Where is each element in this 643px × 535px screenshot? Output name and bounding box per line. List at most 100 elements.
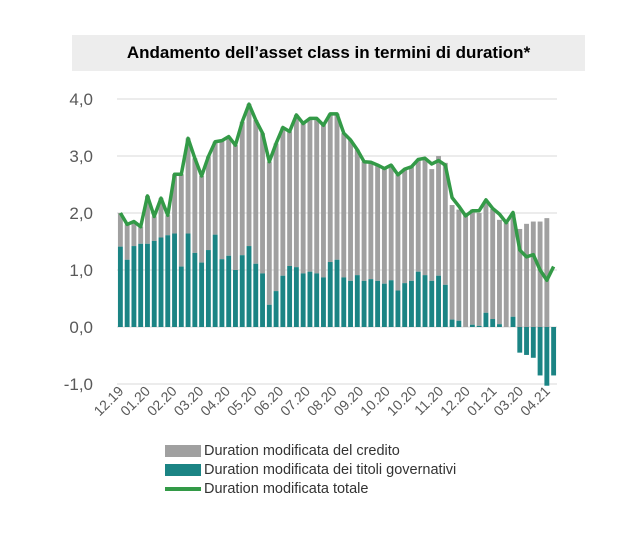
y-tick-label: 2,0 [69, 204, 93, 223]
bar-gov [436, 275, 441, 327]
bar-gov [469, 324, 475, 327]
bar-gov [219, 259, 225, 327]
bar-gov [497, 324, 502, 327]
x-tick-label: 02.20 [144, 383, 180, 419]
bar-gov [239, 255, 245, 327]
bar-gov [178, 266, 184, 327]
bar-credit [266, 161, 272, 305]
legend-swatch-gov [165, 463, 201, 476]
x-tick-label: 07.20 [277, 383, 313, 419]
bar-credit [334, 113, 340, 260]
bar-credit [442, 162, 448, 285]
y-tick-label: 0,0 [69, 318, 93, 337]
bar-gov [172, 233, 177, 327]
bar-gov [138, 243, 144, 327]
bar-credit [469, 209, 475, 325]
bar-credit [409, 166, 414, 281]
bar-credit [476, 213, 482, 326]
x-tick-label: 03.20 [170, 383, 206, 419]
bar-gov [300, 273, 306, 327]
bar-gov [348, 280, 353, 327]
bar-gov [260, 273, 265, 327]
bar-credit [361, 161, 367, 281]
x-tick-label: 04.20 [197, 383, 233, 419]
bar-credit [117, 213, 123, 247]
y-tick-label: 1,0 [69, 261, 93, 280]
bar-gov [429, 280, 435, 327]
bar-gov [327, 262, 333, 327]
bar-credit [415, 159, 421, 272]
bar-gov [117, 246, 123, 327]
bar-gov [280, 275, 286, 327]
bar-gov [233, 270, 238, 327]
bar-credit [381, 168, 387, 284]
bar-gov [409, 280, 414, 327]
x-tick-label: 03.20 [490, 383, 526, 419]
bar-credit [463, 213, 469, 327]
bar-gov [185, 233, 191, 327]
bar-credit [131, 221, 137, 247]
bar-gov [510, 316, 516, 327]
bar-credit [490, 209, 496, 320]
bar-gov [307, 271, 313, 327]
bar-credit [260, 133, 265, 274]
bar-credit [172, 174, 177, 234]
bar-credit [497, 219, 502, 325]
bar-credit [300, 123, 306, 274]
chart-title-box: Andamento dell’asset class in termini di… [72, 35, 585, 71]
bar-gov [145, 243, 150, 327]
bar-credit [165, 215, 171, 236]
bar-gov [490, 319, 496, 327]
bar-credit [273, 143, 279, 292]
bar-credit [307, 118, 313, 272]
bar-gov [293, 267, 299, 327]
bar-credit [449, 205, 455, 320]
bar-credit [503, 222, 509, 327]
bar-credit [199, 175, 205, 263]
bar-gov [476, 325, 482, 327]
bar-gov [422, 275, 428, 327]
bar-credit [239, 121, 245, 256]
bar-credit [456, 209, 462, 321]
bar-gov [321, 277, 326, 327]
x-tick-label: 04.21 [517, 383, 553, 419]
x-tick-label: 10.20 [384, 383, 420, 419]
bar-credit [158, 198, 164, 238]
bar-credit [233, 145, 238, 270]
bar-gov [415, 271, 421, 327]
legend-label-total: Duration modificata totale [204, 480, 369, 497]
bar-gov [537, 327, 543, 376]
legend: Duration modificata del credito Duration… [165, 441, 456, 498]
bar-gov [442, 284, 448, 327]
bar-credit [124, 224, 130, 260]
bar-gov [544, 327, 550, 386]
bar-gov [192, 252, 198, 327]
bar-gov [530, 327, 536, 358]
y-tick-label: 4,0 [69, 90, 93, 109]
legend-label-credit: Duration modificata del credito [204, 442, 400, 459]
line-total [118, 102, 556, 283]
bar-gov [314, 273, 320, 327]
bar-gov [212, 234, 218, 327]
bar-gov [226, 255, 232, 327]
x-tick-label: 06.20 [250, 383, 286, 419]
bar-gov [199, 262, 205, 327]
bar-gov [368, 279, 374, 327]
bar-credit [368, 162, 374, 280]
bar-gov [151, 240, 157, 327]
bar-credit [544, 218, 550, 327]
bar-credit [226, 136, 232, 256]
bar-credit [524, 223, 529, 327]
bar-credit [314, 118, 320, 274]
bar-credit [205, 156, 211, 251]
bar-gov [449, 319, 455, 327]
bar-gov [131, 246, 137, 327]
bar-credit [287, 131, 293, 267]
x-tick-label: 05.20 [224, 383, 260, 419]
bar-gov [273, 291, 279, 327]
bar-credit [321, 125, 326, 278]
bar-credit [422, 159, 428, 276]
bar-credit [517, 228, 523, 327]
x-tick-label: 10.20 [357, 383, 393, 419]
bar-credit [151, 216, 157, 241]
